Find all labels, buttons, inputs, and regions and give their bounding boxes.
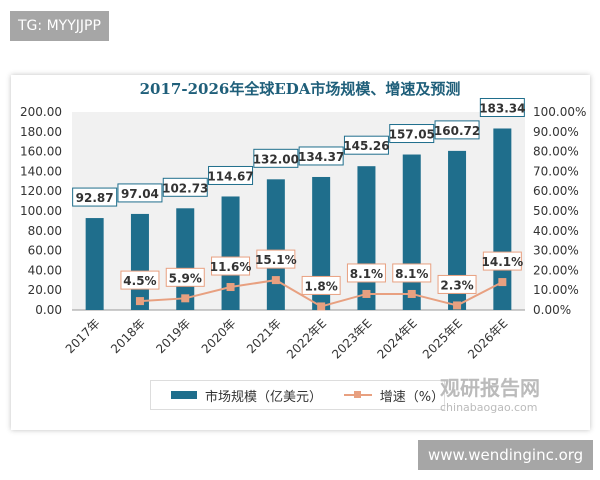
legend-line-label: 增速（%） bbox=[379, 389, 445, 405]
x-tick-label: 2025年E bbox=[420, 316, 465, 361]
bar bbox=[357, 166, 376, 310]
growth-marker bbox=[181, 294, 190, 303]
growth-label-box bbox=[482, 251, 522, 271]
growth-label-box bbox=[437, 274, 477, 294]
growth-value-label: 1.8% bbox=[305, 279, 338, 293]
bar-value-label: 160.72 bbox=[434, 124, 480, 138]
bar-value-label: 157.05 bbox=[389, 128, 435, 142]
growth-label-box bbox=[165, 267, 205, 287]
bar-label-box bbox=[253, 148, 299, 168]
growth-marker bbox=[362, 289, 371, 298]
growth-value-label: 5.9% bbox=[169, 271, 202, 285]
bar-value-label: 97.04 bbox=[121, 187, 159, 201]
x-tick-label: 2022年E bbox=[284, 316, 329, 361]
chart-logo: 观研报告网 chinabaogao.com bbox=[440, 376, 540, 414]
watermark-site: www.wendinginc.org bbox=[418, 440, 594, 470]
left-tick-label: 120.00 bbox=[20, 184, 62, 198]
right-tick-label: 40.00% bbox=[533, 224, 579, 238]
legend-bar-label: 市场规模（亿美元） bbox=[204, 389, 322, 405]
x-tick-label: 2019年 bbox=[153, 316, 193, 356]
right-tick-label: 90.00% bbox=[533, 125, 579, 139]
growth-label-box bbox=[256, 249, 296, 269]
bar bbox=[266, 179, 285, 310]
bar-value-label: 134.37 bbox=[298, 150, 344, 164]
bar bbox=[402, 154, 421, 310]
right-tick-label: 50.00% bbox=[533, 204, 579, 218]
right-tick-label: 30.00% bbox=[533, 244, 579, 258]
left-tick-label: 100.00 bbox=[20, 204, 62, 218]
growth-marker bbox=[453, 301, 462, 310]
right-tick-label: 60.00% bbox=[533, 184, 579, 198]
bar-value-label: 132.00 bbox=[253, 152, 299, 166]
left-tick-label: 200.00 bbox=[20, 105, 62, 119]
growth-value-label: 8.1% bbox=[395, 267, 428, 281]
growth-value-label: 14.1% bbox=[482, 255, 524, 269]
bar-value-label: 92.87 bbox=[76, 191, 114, 205]
bar-label-box bbox=[343, 135, 389, 155]
left-tick-label: 60.00 bbox=[28, 244, 62, 258]
left-tick-label: 40.00 bbox=[28, 263, 62, 277]
x-tick-label: 2026年E bbox=[465, 316, 510, 361]
bar bbox=[221, 196, 240, 310]
bar bbox=[130, 213, 149, 310]
growth-marker bbox=[271, 276, 280, 285]
right-tick-label: 20.00% bbox=[533, 263, 579, 277]
legend: 市场规模（亿美元） 增速（%） bbox=[150, 380, 445, 410]
right-tick-label: 70.00% bbox=[533, 164, 579, 178]
bar-label-box bbox=[72, 187, 118, 207]
right-tick-label: 10.00% bbox=[533, 283, 579, 297]
growth-marker bbox=[407, 289, 416, 298]
bar-value-label: 114.67 bbox=[207, 169, 253, 183]
bar-label-box bbox=[162, 177, 208, 197]
x-tick-label: 2017年 bbox=[63, 316, 103, 356]
watermark-tag: TG: MYYJJPP bbox=[10, 11, 109, 41]
growth-value-label: 2.3% bbox=[440, 278, 473, 292]
growth-label-box bbox=[301, 275, 341, 295]
left-tick-label: 160.00 bbox=[20, 145, 62, 159]
bar-label-box bbox=[479, 97, 525, 117]
growth-label-box bbox=[346, 263, 386, 283]
right-tick-label: 0.00% bbox=[533, 303, 571, 317]
legend-line-swatch bbox=[343, 391, 372, 398]
x-tick-label: 2023年E bbox=[329, 316, 374, 361]
x-tick-label: 2018年 bbox=[108, 316, 148, 356]
growth-marker bbox=[317, 302, 326, 311]
growth-marker bbox=[135, 297, 144, 306]
growth-label-box bbox=[211, 256, 251, 276]
x-tick-label: 2020年 bbox=[199, 316, 239, 356]
bar bbox=[85, 218, 104, 310]
bar bbox=[448, 150, 467, 310]
left-tick-label: 80.00 bbox=[28, 224, 62, 238]
bar-label-box bbox=[117, 183, 163, 203]
growth-marker bbox=[498, 278, 507, 287]
growth-value-label: 8.1% bbox=[350, 267, 383, 281]
growth-label-box bbox=[392, 263, 432, 283]
growth-value-label: 4.5% bbox=[123, 274, 156, 288]
growth-label-box bbox=[120, 270, 160, 290]
growth-value-label: 15.1% bbox=[255, 253, 297, 267]
x-tick-label: 2021年 bbox=[244, 316, 284, 356]
bar-value-label: 145.26 bbox=[343, 139, 389, 153]
left-tick-label: 140.00 bbox=[20, 164, 62, 178]
x-tick-label: 2024年E bbox=[375, 316, 420, 361]
bar-label-box bbox=[208, 165, 254, 185]
bar-value-label: 102.73 bbox=[162, 181, 208, 195]
bar-value-label: 183.34 bbox=[479, 101, 525, 115]
legend-bar-swatch bbox=[171, 391, 197, 399]
growth-marker bbox=[226, 283, 235, 292]
right-tick-label: 100.00% bbox=[533, 105, 586, 119]
left-tick-label: 0.00 bbox=[35, 303, 62, 317]
bar-label-box bbox=[298, 146, 344, 166]
left-tick-label: 20.00 bbox=[28, 283, 62, 297]
left-tick-label: 180.00 bbox=[20, 125, 62, 139]
bar-label-box bbox=[389, 124, 435, 144]
growth-value-label: 11.6% bbox=[210, 260, 252, 274]
bar-label-box bbox=[434, 120, 480, 140]
right-tick-label: 80.00% bbox=[533, 145, 579, 159]
chart-title: 2017-2026年全球EDA市场规模、增速及预测 bbox=[139, 80, 461, 98]
